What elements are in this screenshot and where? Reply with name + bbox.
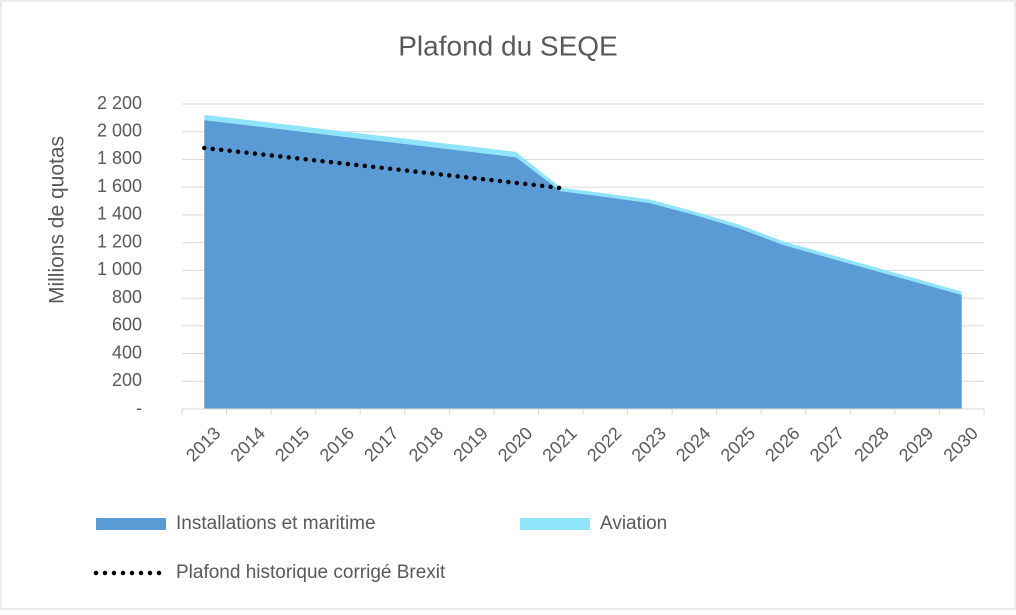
- y-axis-label: Millions de quotas: [46, 136, 69, 304]
- area: [204, 120, 962, 409]
- y-tick-label: 1 800: [97, 148, 142, 168]
- legend-label: Aviation: [600, 513, 667, 534]
- y-tick-label: 600: [112, 315, 142, 335]
- y-tick-label: 200: [112, 370, 142, 390]
- y-tick-label: 1 000: [97, 259, 142, 279]
- legend-swatch: [96, 518, 166, 530]
- y-tick-label: 1 200: [97, 231, 142, 251]
- y-tick-label: 800: [112, 287, 142, 307]
- y-tick-label: 400: [112, 342, 142, 362]
- y-tick-label: -: [136, 398, 142, 418]
- legend-swatch: [520, 518, 590, 530]
- y-tick-label: 2 000: [97, 120, 142, 140]
- chart-title: Plafond du SEQE: [398, 30, 617, 61]
- line: [202, 145, 563, 191]
- legend-label: Installations et maritime: [176, 513, 376, 534]
- y-tick-label: 2 200: [97, 93, 142, 113]
- y-tick-label: 1 400: [97, 204, 142, 224]
- y-tick-label: 1 600: [97, 176, 142, 196]
- legend-label: Plafond historique corrigé Brexit: [176, 562, 446, 583]
